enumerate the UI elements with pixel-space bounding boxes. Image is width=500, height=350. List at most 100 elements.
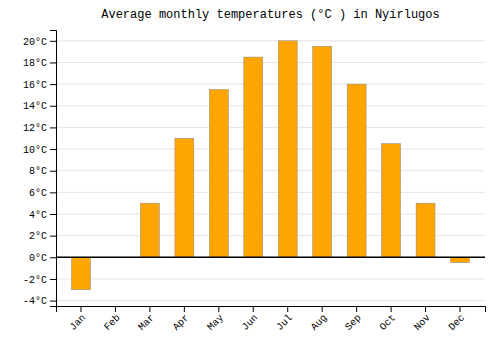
bar bbox=[451, 257, 470, 262]
y-tick-mark bbox=[50, 41, 56, 42]
y-tick: -2°C bbox=[23, 275, 56, 286]
y-tick-mark bbox=[50, 257, 56, 258]
y-tick: -4°C bbox=[23, 296, 56, 307]
y-tick: 8°C bbox=[29, 166, 56, 177]
bar bbox=[72, 257, 91, 289]
x-tick-label: Feb bbox=[102, 312, 123, 333]
bar bbox=[382, 144, 401, 258]
grid bbox=[56, 41, 485, 301]
x-tick-mark bbox=[253, 306, 254, 312]
grid-line bbox=[56, 257, 485, 258]
zero-line bbox=[56, 257, 485, 259]
y-tick-mark bbox=[50, 214, 56, 215]
x-tick: Sep bbox=[343, 306, 364, 333]
y-tick-mark bbox=[50, 84, 56, 85]
y-tick-mark bbox=[50, 127, 56, 128]
plot-area: -4°C -2°C 0°C 2°C 4°C 6°C 8°C 10°C 12°C 14°C 16°C 1… bbox=[23, 31, 486, 333]
x-tick-mark bbox=[115, 306, 116, 312]
y-axis: -4°C -2°C 0°C 2°C 4°C 6°C 8°C 10°C 12°C 14°C 16°C 1… bbox=[23, 31, 57, 308]
x-tick-label: Oct bbox=[378, 312, 399, 333]
bar bbox=[244, 57, 263, 257]
x-axis-line bbox=[57, 307, 486, 313]
y-tick-label: 4°C bbox=[29, 210, 47, 221]
x-tick-mark bbox=[425, 306, 426, 312]
x-tick-label: Jun bbox=[240, 312, 261, 333]
grid-line bbox=[56, 62, 485, 63]
y-axis-line bbox=[50, 31, 57, 307]
x-tick-mark bbox=[80, 306, 81, 312]
grid-line bbox=[56, 105, 485, 106]
x-tick: Jul bbox=[274, 306, 295, 333]
y-tick-mark bbox=[50, 149, 56, 150]
x-tick-mark bbox=[184, 306, 185, 312]
x-tick-mark bbox=[149, 306, 150, 312]
x-tick-label: Apr bbox=[171, 312, 192, 333]
y-tick-mark bbox=[50, 171, 56, 172]
y-tick-label: 0°C bbox=[29, 253, 47, 264]
x-tick-label: Aug bbox=[309, 312, 330, 333]
grid-line bbox=[56, 84, 485, 85]
grid-line bbox=[56, 300, 485, 301]
chart-container: -4°C -2°C 0°C 2°C 4°C 6°C 8°C 10°C 12°C 14°C 16°C 1… bbox=[0, 0, 500, 350]
y-tick: 6°C bbox=[29, 188, 56, 199]
x-tick-label: Jul bbox=[274, 312, 295, 333]
y-tick: 18°C bbox=[23, 58, 56, 69]
grid-line bbox=[56, 192, 485, 193]
x-tick: Apr bbox=[171, 306, 192, 333]
chart-svg: -4°C -2°C 0°C 2°C 4°C 6°C 8°C 10°C 12°C 14°C 16°C 1… bbox=[0, 0, 500, 350]
y-tick-mark bbox=[50, 192, 56, 193]
bars bbox=[72, 41, 470, 290]
y-tick: 20°C bbox=[23, 37, 56, 48]
x-tick-mark bbox=[287, 306, 288, 312]
y-tick-label: -2°C bbox=[23, 275, 47, 286]
grid-line bbox=[56, 127, 485, 128]
x-tick-label: Dec bbox=[447, 312, 468, 333]
x-tick-label: Jan bbox=[68, 312, 89, 333]
y-tick-label: -4°C bbox=[23, 296, 47, 307]
y-tick: 2°C bbox=[29, 231, 56, 242]
y-tick: 12°C bbox=[23, 123, 56, 134]
bar bbox=[313, 46, 332, 257]
grid-line bbox=[56, 170, 485, 171]
y-tick: 4°C bbox=[29, 210, 56, 221]
bar bbox=[278, 41, 297, 257]
y-tick-mark bbox=[50, 106, 56, 107]
x-tick-mark bbox=[391, 306, 392, 312]
y-tick-label: 12°C bbox=[23, 123, 47, 134]
y-tick-label: 8°C bbox=[29, 166, 47, 177]
title: Average monthly temperatures (°C ) in Ny… bbox=[101, 8, 439, 22]
x-tick: Oct bbox=[378, 306, 399, 333]
x-tick-mark bbox=[356, 306, 357, 312]
y-tick-mark bbox=[50, 301, 56, 302]
y-tick-label: 18°C bbox=[23, 58, 47, 69]
y-tick: 10°C bbox=[23, 145, 56, 156]
x-tick: Nov bbox=[412, 306, 433, 333]
x-tick-label: Sep bbox=[343, 312, 364, 333]
x-tick-mark bbox=[460, 306, 461, 312]
y-tick-label: 14°C bbox=[23, 101, 47, 112]
x-tick-label: May bbox=[205, 312, 226, 333]
y-tick-label: 20°C bbox=[23, 37, 47, 48]
x-tick: May bbox=[205, 306, 226, 333]
y-tick-label: 10°C bbox=[23, 145, 47, 156]
y-tick: 14°C bbox=[23, 101, 56, 112]
y-tick: 16°C bbox=[23, 80, 56, 91]
x-tick: Jun bbox=[240, 306, 261, 333]
y-tick-mark bbox=[50, 62, 56, 63]
x-tick: Dec bbox=[447, 306, 468, 333]
y-tick-label: 16°C bbox=[23, 80, 47, 91]
x-tick: Feb bbox=[102, 306, 123, 333]
bar bbox=[416, 203, 435, 257]
x-tick-label: Mar bbox=[136, 312, 157, 333]
x-axis: Jan Feb Mar Apr May Jun Jul Aug Sep Oct Nov Dec bbox=[57, 306, 486, 333]
y-tick-mark bbox=[50, 236, 56, 237]
x-tick-label: Nov bbox=[412, 312, 433, 333]
x-tick: Jan bbox=[68, 306, 89, 333]
y-tick-label: 6°C bbox=[29, 188, 47, 199]
grid-line bbox=[56, 149, 485, 150]
x-tick: Mar bbox=[136, 306, 157, 333]
bar bbox=[175, 138, 194, 257]
grid-line bbox=[56, 40, 485, 41]
x-tick-mark bbox=[218, 306, 219, 312]
y-tick: 0°C bbox=[29, 253, 56, 264]
